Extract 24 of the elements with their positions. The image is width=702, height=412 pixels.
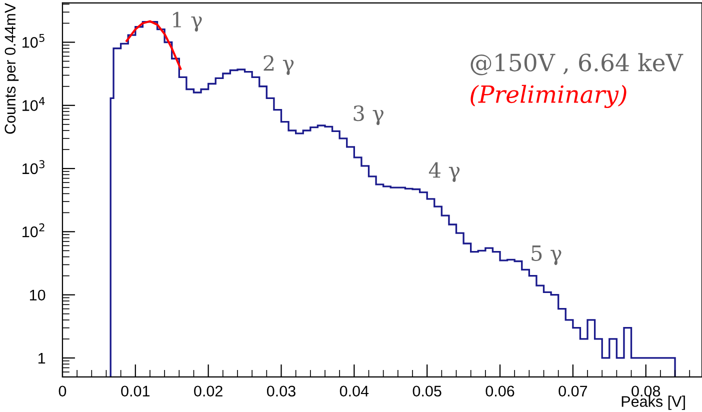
x-tick-label: 0.05 bbox=[412, 386, 442, 397]
y-tick-label: 10$^{2}$ bbox=[22, 223, 44, 238]
y-tick-label: 10 bbox=[30, 290, 46, 301]
x-tick-label: 0.08 bbox=[632, 386, 660, 397]
y-tick-label: 1 bbox=[38, 352, 46, 364]
x-tick-label: 0.01 bbox=[121, 386, 150, 397]
x-tick-label: 0 bbox=[58, 386, 66, 397]
x-tick-label: 0.06 bbox=[486, 386, 514, 397]
annotation: 1 γ bbox=[173, 12, 202, 32]
annotation: 4 γ bbox=[428, 162, 460, 182]
y-tick-label: 10$^{4}$ bbox=[22, 97, 45, 111]
annotation: 5 γ bbox=[532, 246, 562, 266]
annotation: 2 γ bbox=[264, 55, 294, 76]
annotation: @150V , 6.64 keV bbox=[470, 53, 684, 76]
x-tick-label: 0.02 bbox=[194, 386, 222, 397]
annotation: 3 γ bbox=[354, 105, 384, 126]
y-tick-label: 10$^{5}$ bbox=[22, 34, 44, 48]
y-axis-title: Counts per 0.44mV bbox=[4, 2, 19, 134]
x-tick-label: 0.03 bbox=[266, 386, 296, 397]
annotation: (Preliminary) bbox=[470, 84, 626, 108]
x-axis-title: Peaks [V] bbox=[622, 396, 685, 410]
y-tick-label: 10$^{3}$ bbox=[22, 160, 44, 174]
x-tick-label: 0.04 bbox=[340, 386, 369, 397]
x-tick-label: 0.07 bbox=[558, 386, 588, 397]
